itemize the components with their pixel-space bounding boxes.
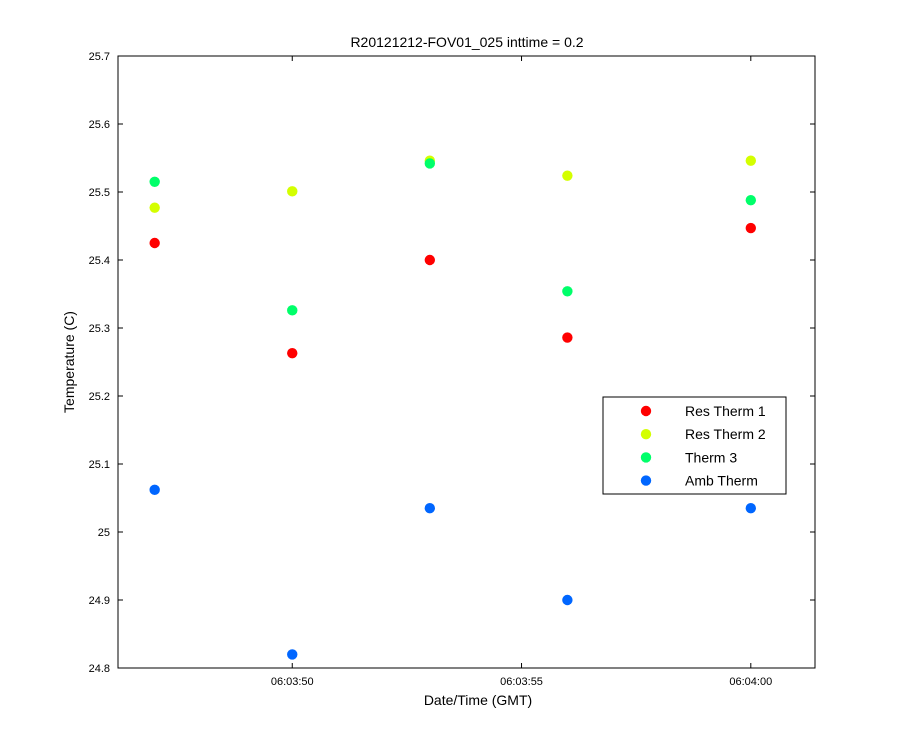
legend-marker [640,475,652,486]
x-axis-title: Date/Time (GMT) [424,692,532,708]
data-point [562,170,573,181]
data-point [287,186,298,197]
x-tick-label: 06:03:50 [271,676,314,688]
legend-marker [640,405,652,417]
y-axis-title: Temperature (C) [61,311,77,413]
legend-marker [640,429,652,440]
data-point [287,305,298,316]
y-tick-label: 25.3 [89,323,110,335]
y-tick-label: 24.9 [89,595,110,607]
data-point [149,484,160,496]
y-tick-label: 25.7 [89,51,110,63]
data-point [562,286,573,297]
y-tick-label: 25.2 [89,391,110,403]
y-tick-label: 25.5 [89,187,110,199]
data-point [745,503,757,514]
data-point [424,503,436,514]
data-points [149,155,757,660]
x-axis: 06:03:50 06:03:55 06:04:00 [271,56,772,688]
y-axis: 24.8 24.9 25 25.1 25.2 25.3 25.4 25.5 25.6 25.7 [89,51,815,675]
data-point [745,222,757,234]
data-point [745,194,757,206]
data-point [287,649,298,660]
legend-box [602,396,787,495]
legend-label: Res Therm 2 [685,426,766,442]
y-tick-label: 25.6 [89,119,110,131]
chart-title: R20121212-FOV01_025 inttime = 0.2 [350,34,583,50]
data-point [149,176,160,187]
data-point [745,155,757,166]
legend: Res Therm 1 Res Therm 2 Therm 3 Amb Therm [602,396,787,495]
data-point [149,202,160,213]
legend-marker [640,452,652,463]
data-point [287,347,298,359]
y-tick-label: 25 [98,527,110,539]
legend-label: Therm 3 [685,449,737,465]
data-point [562,332,573,343]
y-tick-label: 25.4 [89,255,110,267]
data-point [424,254,436,266]
plot-area [117,55,816,669]
y-tick-label: 24.8 [89,663,110,675]
x-tick-label: 06:03:55 [500,676,543,688]
legend-label: Amb Therm [685,473,758,489]
data-point [149,237,160,249]
x-tick-label: 06:04:00 [729,676,772,688]
data-point [424,158,436,169]
y-tick-label: 25.1 [89,459,110,471]
data-point [562,594,573,606]
legend-label: Res Therm 1 [685,403,766,419]
